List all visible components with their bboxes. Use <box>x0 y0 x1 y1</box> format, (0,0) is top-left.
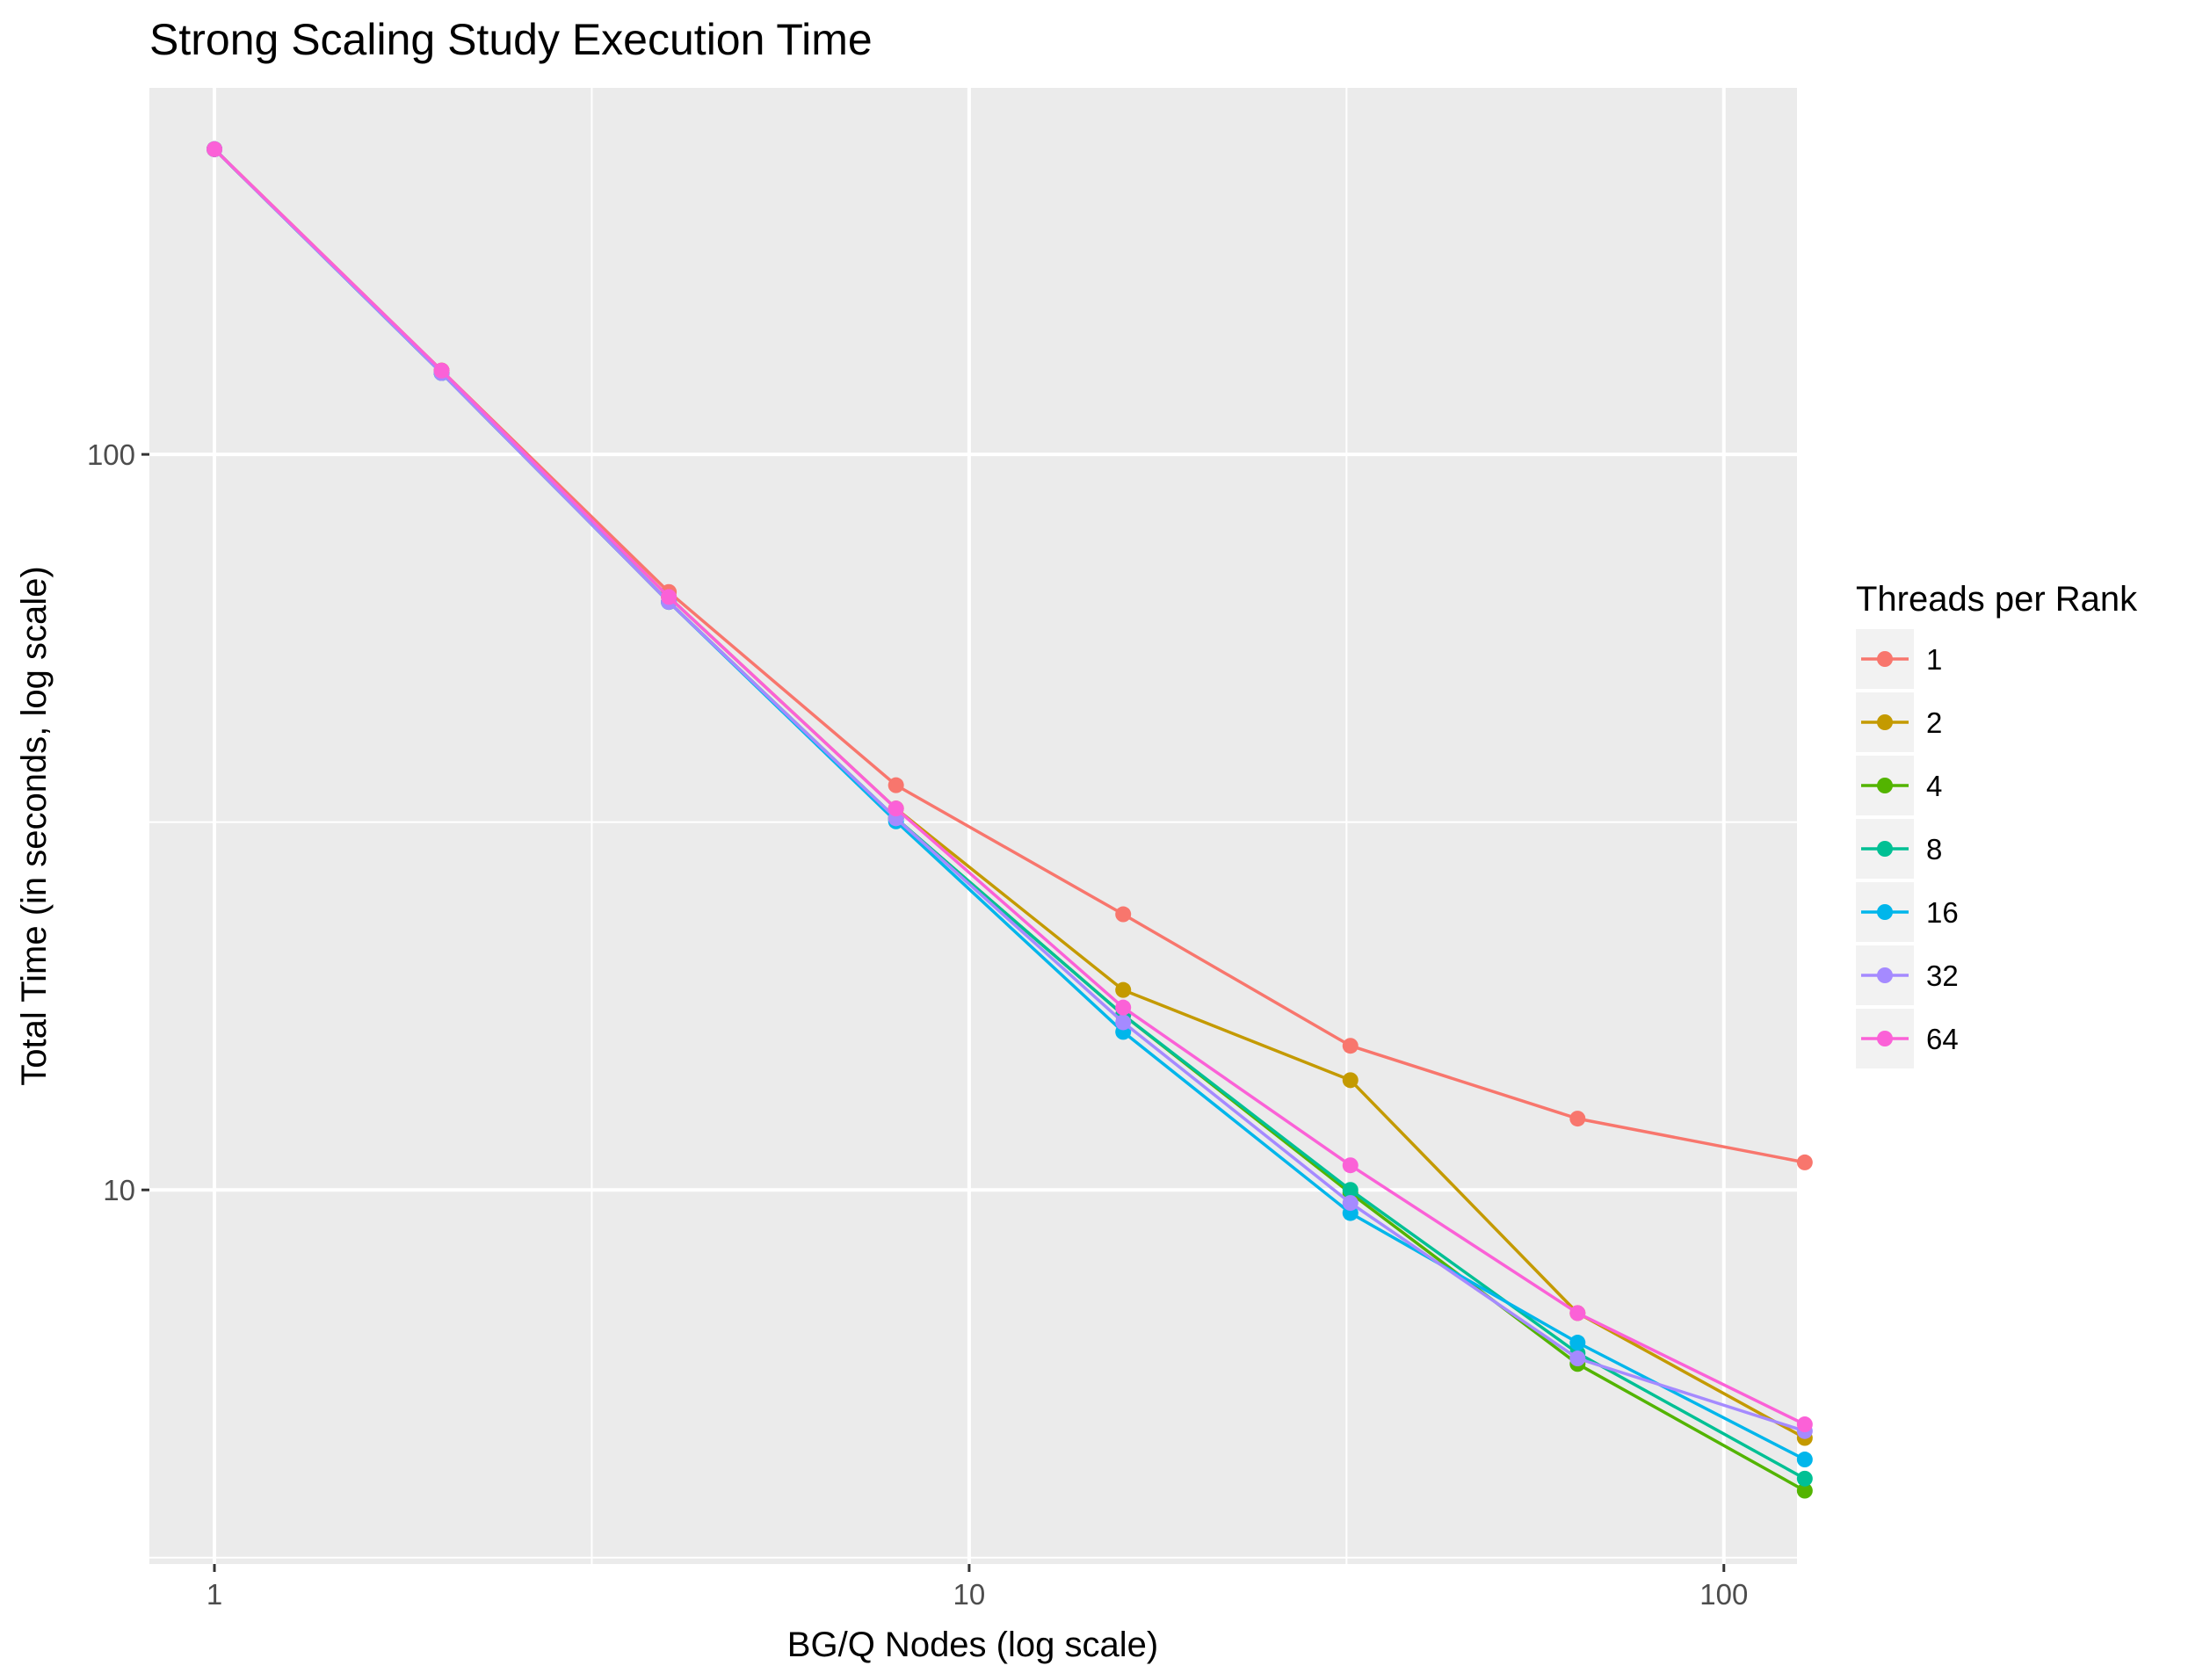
legend-key-point <box>1877 778 1893 793</box>
legend-key-point <box>1877 904 1893 920</box>
plot-panel <box>149 88 1797 1564</box>
legend-label: 8 <box>1926 833 1942 865</box>
data-point <box>1569 1351 1586 1367</box>
legend-item-8: 8 <box>1856 819 1942 879</box>
x-tick-label: 10 <box>953 1578 986 1611</box>
legend-item-4: 4 <box>1856 756 1942 815</box>
y-tick-label: 100 <box>87 438 135 471</box>
series-layer <box>207 141 1813 1499</box>
data-point <box>1796 1482 1813 1499</box>
data-point <box>1115 981 1132 998</box>
legend-title: Threads per Rank <box>1856 580 2138 619</box>
series-line <box>213 148 1806 1426</box>
legend-label: 2 <box>1926 706 1942 739</box>
legend-label: 32 <box>1926 959 1959 992</box>
data-point <box>1342 1182 1359 1198</box>
legend-label: 16 <box>1926 896 1959 929</box>
legend-label: 4 <box>1926 770 1942 802</box>
legend-item-64: 64 <box>1856 1009 1959 1068</box>
data-point <box>1569 1111 1586 1127</box>
data-point <box>1796 1470 1813 1487</box>
data-point <box>1342 1038 1359 1054</box>
legend-key-point <box>1877 967 1893 983</box>
x-tick-label: 100 <box>1699 1578 1748 1611</box>
data-point <box>1115 999 1132 1016</box>
legend-key-point <box>1877 841 1893 857</box>
y-axis-title: Total Time (in seconds, log scale) <box>15 566 54 1085</box>
legend-key-point <box>1877 651 1893 667</box>
axes: 1 10 100 10 100 <box>87 438 1748 1611</box>
data-point <box>1115 1014 1132 1031</box>
data-point <box>433 362 450 379</box>
chart-title: Strong Scaling Study Execution Time <box>149 15 873 64</box>
x-axis-title: BG/Q Nodes (log scale) <box>787 1626 1158 1664</box>
legend-key-point <box>1877 1031 1893 1046</box>
data-point <box>661 589 677 605</box>
data-point <box>1342 1157 1359 1174</box>
legend-key-point <box>1877 714 1893 730</box>
data-point <box>1342 1195 1359 1212</box>
legend-label: 64 <box>1926 1023 1959 1055</box>
y-tick-label: 10 <box>103 1174 135 1206</box>
data-point <box>1569 1335 1586 1351</box>
series-64 <box>207 141 1813 1433</box>
x-tick-label: 1 <box>207 1578 222 1611</box>
legend-label: 1 <box>1926 643 1942 676</box>
data-point <box>207 141 223 157</box>
data-point <box>1115 906 1132 923</box>
legend-item-32: 32 <box>1856 945 1959 1005</box>
data-point <box>1342 1072 1359 1089</box>
legend-item-2: 2 <box>1856 692 1942 752</box>
data-point <box>888 777 904 793</box>
legend-item-1: 1 <box>1856 629 1942 689</box>
data-point <box>1569 1305 1586 1322</box>
data-point <box>1796 1452 1813 1468</box>
legend-item-16: 16 <box>1856 882 1959 942</box>
legend: Threads per Rank 1 2 4 8 16 32 64 <box>1856 580 2138 1068</box>
data-point <box>1796 1154 1813 1170</box>
data-point <box>888 800 904 817</box>
data-point <box>1796 1416 1813 1433</box>
series-line <box>213 148 1806 1433</box>
